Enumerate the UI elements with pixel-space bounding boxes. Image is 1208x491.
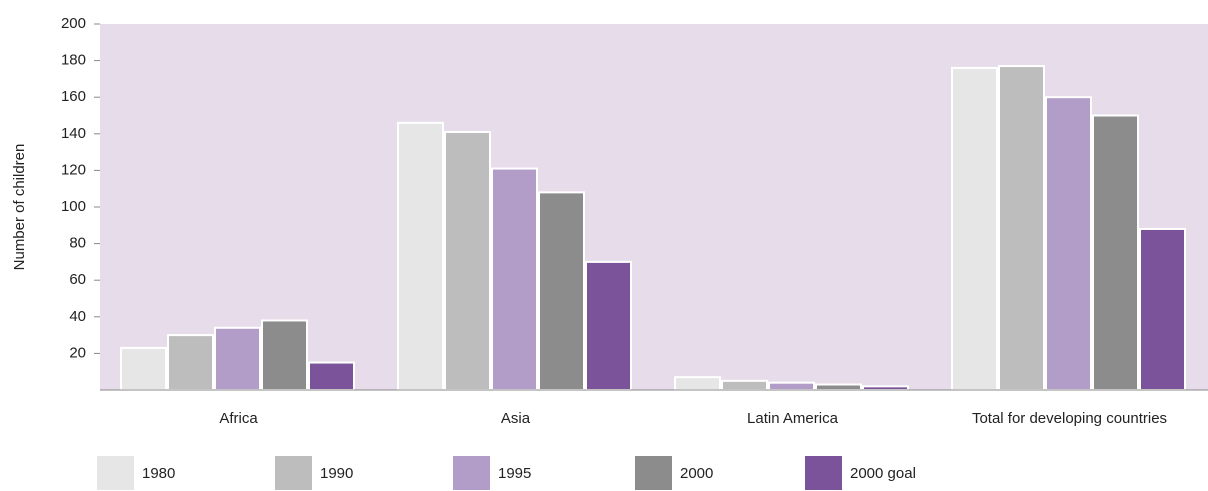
- legend-swatch: [275, 456, 312, 490]
- bar: [120, 346, 167, 392]
- x-tick-label: Africa: [219, 410, 258, 427]
- bar: [862, 385, 909, 391]
- bar: [491, 167, 538, 391]
- bar: [1045, 96, 1092, 391]
- bar: [214, 326, 261, 391]
- bar: [444, 130, 491, 391]
- bar: [538, 191, 585, 391]
- y-tick-label: 160: [61, 88, 86, 105]
- legend-swatch: [635, 456, 672, 490]
- x-tick-label: Asia: [501, 410, 531, 427]
- y-tick-label: 80: [69, 235, 86, 252]
- bar: [585, 260, 632, 391]
- legend-swatch: [453, 456, 490, 490]
- y-tick-label: 20: [69, 344, 86, 361]
- y-axis-label: Number of children: [11, 144, 28, 271]
- bar: [951, 66, 998, 391]
- bar: [768, 381, 815, 391]
- y-tick-label: 140: [61, 125, 86, 142]
- bar: [167, 334, 214, 392]
- y-tick-label: 180: [61, 52, 86, 69]
- bar: [308, 361, 355, 391]
- bar: [721, 379, 768, 392]
- bar: [1092, 114, 1139, 391]
- legend-label: 1990: [320, 465, 353, 482]
- bar: [1139, 227, 1186, 391]
- legend-label: 2000: [680, 465, 713, 482]
- y-tick-label: 60: [69, 271, 86, 288]
- bar: [674, 376, 721, 392]
- bar: [261, 319, 308, 391]
- y-tick-label: 120: [61, 161, 86, 178]
- legend-label: 1995: [498, 465, 531, 482]
- y-tick-label: 200: [61, 15, 86, 32]
- legend-swatch: [97, 456, 134, 490]
- bar: [397, 121, 444, 391]
- y-tick-label: 40: [69, 308, 86, 325]
- legend-swatch: [805, 456, 842, 490]
- x-tick-label: Latin America: [747, 410, 839, 427]
- x-tick-label: Total for developing countries: [972, 410, 1167, 427]
- bar: [815, 383, 862, 392]
- legend-label: 1980: [142, 465, 175, 482]
- bar: [998, 65, 1045, 391]
- y-tick-label: 100: [61, 198, 86, 215]
- legend-label: 2000 goal: [850, 465, 916, 482]
